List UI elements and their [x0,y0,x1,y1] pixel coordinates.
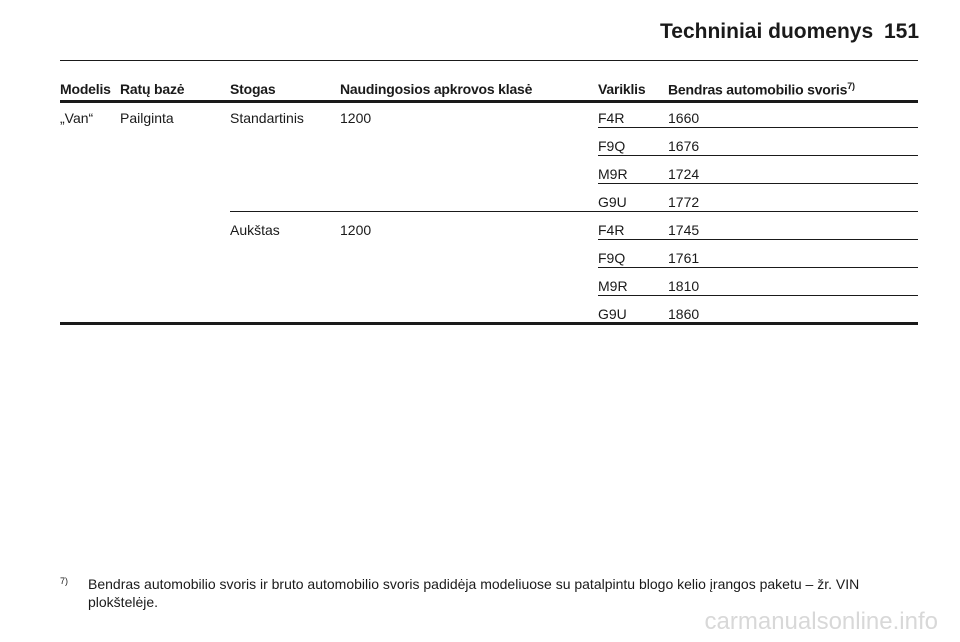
payload: 1200 [340,110,372,126]
column-header: Ratų bazė [120,81,185,97]
footnote-text: Bendras automobilio svoris ir bruto auto… [88,576,860,610]
table-bottom-rule [60,322,918,325]
weight: 1724 [668,166,700,182]
engine: G9U [598,194,627,210]
engine: M9R [598,278,628,294]
weight: 1761 [668,250,700,266]
engine: F4R [598,110,625,126]
engine: F9Q [598,250,626,266]
row-rule [598,295,918,296]
row-rule [598,127,918,128]
row-rule [230,211,918,212]
engine: F9Q [598,138,626,154]
row-rule [598,267,918,268]
engine: F4R [598,222,625,238]
column-header: Stogas [230,81,276,97]
row-rule [598,183,918,184]
roof: Aukštas [230,222,280,238]
row-rule [598,239,918,240]
engine: G9U [598,306,627,322]
weight: 1745 [668,222,700,238]
column-note: 7) [847,81,855,91]
wheelbase: Pailginta [120,110,174,126]
model: „Van“ [60,110,94,126]
weight: 1810 [668,278,700,294]
weight: 1660 [668,110,700,126]
payload: 1200 [340,222,372,238]
column-header: Bendras automobilio svoris7) [668,81,855,98]
weight: 1772 [668,194,700,210]
column-header: Modelis [60,81,111,97]
page-number: 151 [884,20,920,43]
weight: 1676 [668,138,700,154]
engine: M9R [598,166,628,182]
header-rule [60,60,918,61]
roof: Standartinis [230,110,304,126]
header-rule [60,100,918,103]
header-title: Techniniai duomenys [660,20,874,43]
row-rule [598,155,918,156]
column-header: Naudingosios apkrovos klasė [340,81,533,97]
watermark: carmanualsonline.info [704,608,938,635]
column-header: Variklis [598,81,646,97]
footnote-mark: 7) [60,576,69,586]
weight: 1860 [668,306,700,322]
